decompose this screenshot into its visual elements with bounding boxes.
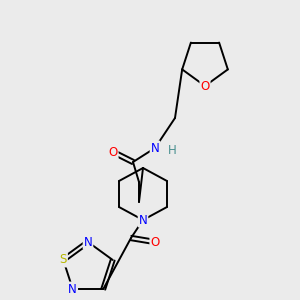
Text: O: O [108, 146, 118, 158]
Text: O: O [150, 236, 160, 248]
Text: N: N [68, 283, 77, 296]
Text: H: H [168, 143, 176, 157]
Text: N: N [151, 142, 159, 154]
Text: N: N [84, 236, 92, 248]
Text: S: S [60, 254, 67, 266]
Text: O: O [200, 80, 210, 92]
Text: N: N [139, 214, 147, 226]
